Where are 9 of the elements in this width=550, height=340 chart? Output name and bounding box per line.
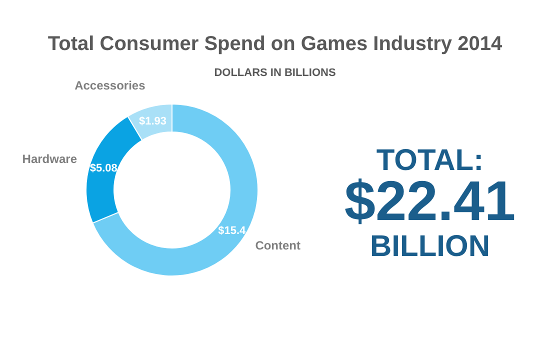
- text: BILLION: [370, 230, 490, 263]
- slice-label: Accessories: [74, 78, 146, 93]
- data-label: $15.4: [218, 224, 247, 237]
- slice-label: Hardware: [22, 152, 78, 166]
- data-label: $1.93: [138, 116, 167, 128]
- data-label: $5.08: [90, 162, 118, 175]
- slice-label: Content: [255, 238, 301, 252]
- chart-title: Total Consumer Spend on Games Industry 2014: [48, 33, 503, 55]
- chart-subtitle: DOLLARS IN BILLIONS: [214, 67, 336, 79]
